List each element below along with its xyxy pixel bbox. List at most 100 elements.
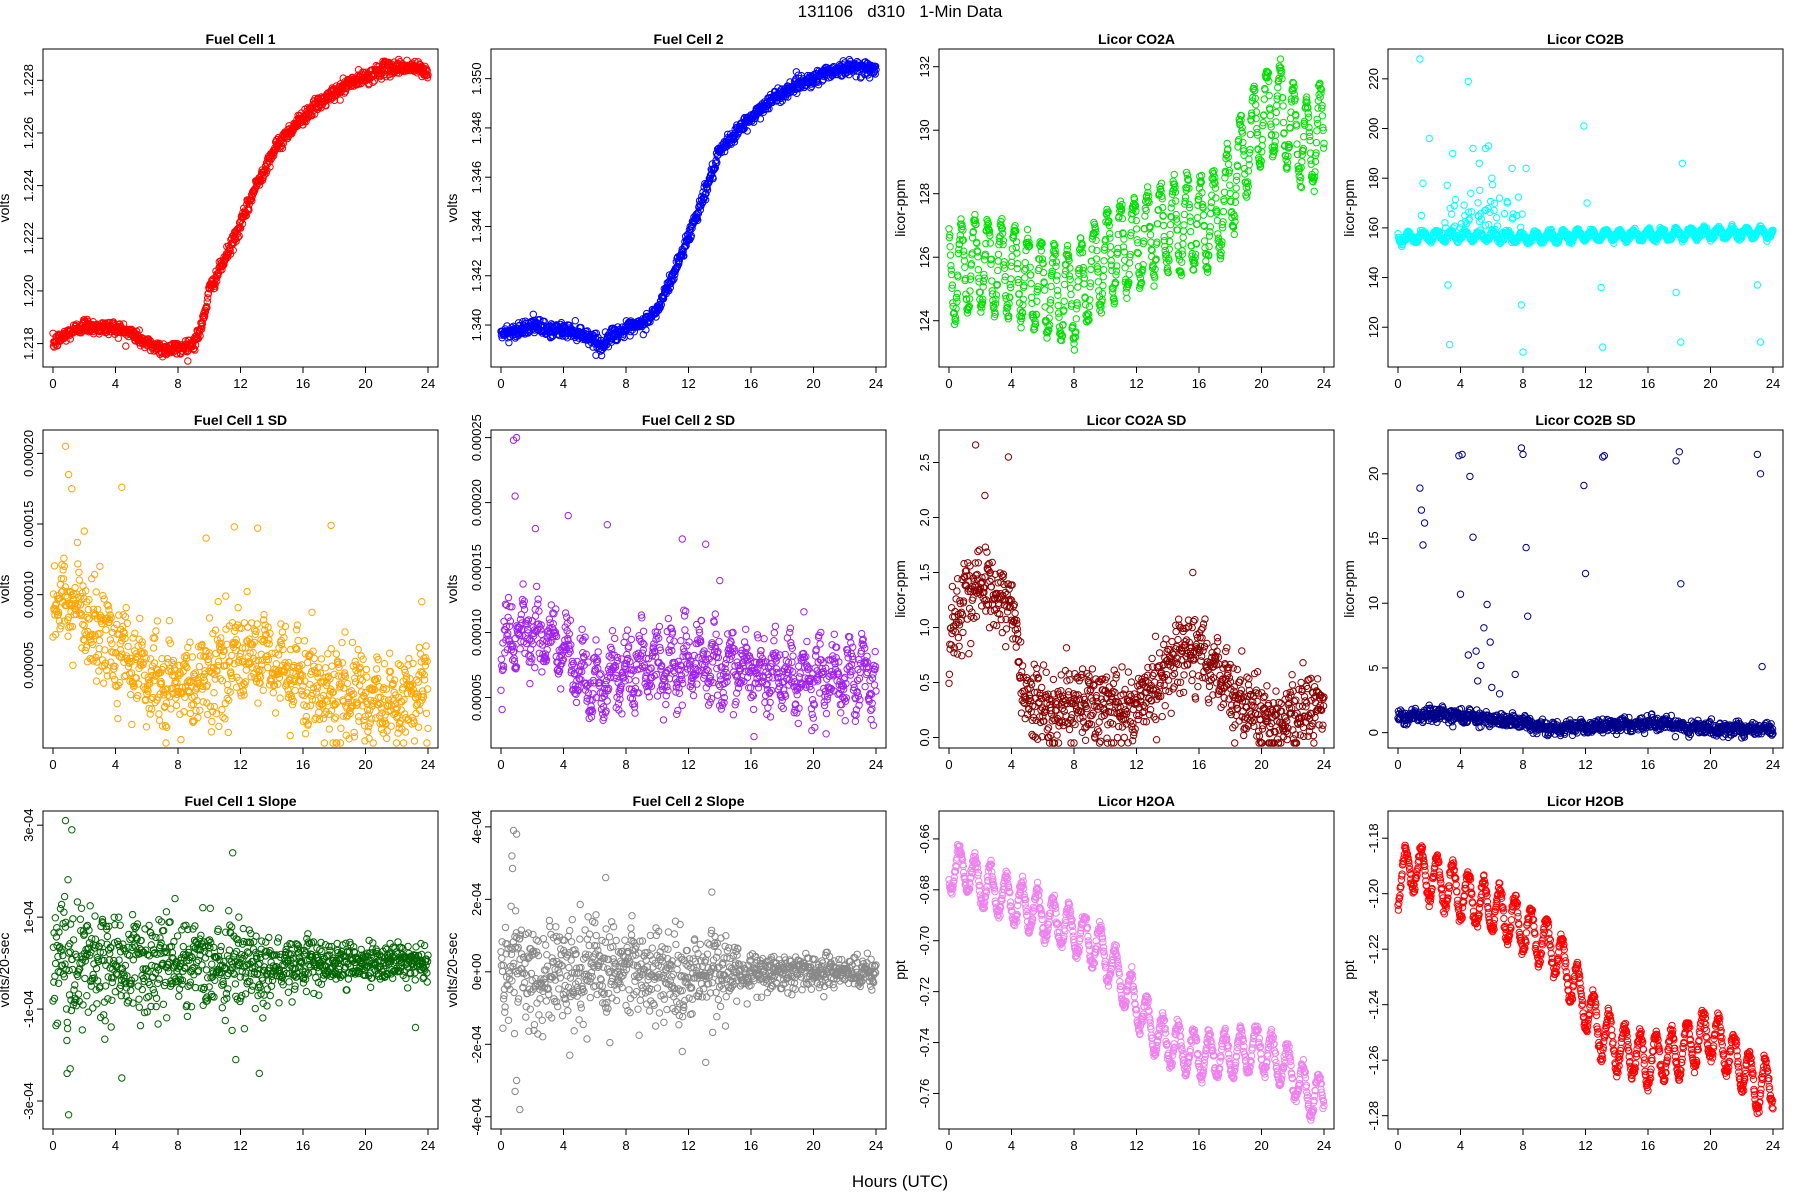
data-point [240, 619, 249, 627]
data-point [1074, 277, 1082, 285]
data-point [234, 604, 242, 612]
data-point [1232, 184, 1240, 192]
data-point [1041, 286, 1049, 294]
data-point [680, 252, 688, 260]
data-point [348, 638, 357, 647]
data-point [1320, 139, 1328, 148]
data-point [1008, 258, 1016, 266]
data-point [961, 263, 969, 271]
data-point [203, 298, 212, 306]
data-point [341, 628, 349, 636]
x-tick-label: 20 [806, 376, 820, 391]
panel-title: Fuel Cell 2 [653, 31, 723, 47]
data-point [994, 250, 1003, 259]
data-point [336, 96, 344, 104]
data-point [953, 298, 961, 306]
data-point [947, 270, 956, 279]
data-point [1047, 282, 1055, 291]
data-point [1488, 181, 1497, 189]
data-point [696, 206, 704, 214]
data-point [1279, 118, 1288, 127]
data-point [1225, 160, 1233, 168]
data-point [1133, 225, 1141, 233]
data-point [571, 317, 579, 325]
data-point [1493, 214, 1501, 222]
data-point [146, 655, 155, 663]
data-point [194, 713, 202, 722]
data-point [306, 680, 314, 689]
data-point [793, 89, 801, 98]
data-point [330, 670, 338, 678]
x-tick-label: 16 [744, 376, 758, 391]
data-point [1272, 108, 1281, 117]
data-point [1168, 199, 1176, 207]
data-point [1318, 112, 1327, 120]
data-point [743, 127, 751, 135]
x-tick-label: 12 [681, 376, 695, 391]
data-point [1160, 221, 1168, 230]
y-axis-label: volts [0, 194, 12, 223]
data-point [1006, 293, 1014, 302]
data-point [1469, 144, 1477, 153]
data-point [1517, 301, 1526, 309]
data-point [224, 728, 233, 737]
data-point [566, 321, 574, 330]
data-point [1054, 301, 1062, 310]
data-point [95, 636, 104, 645]
data-points [1394, 55, 1777, 356]
data-point [336, 739, 345, 747]
data-point [953, 289, 961, 298]
y-tick-label: 120 [1366, 316, 1381, 338]
data-point [184, 357, 192, 365]
data-point [332, 650, 341, 658]
y-tick-label: 1.228 [21, 64, 36, 97]
data-point [218, 705, 226, 714]
x-tick-label: 4 [1008, 376, 1015, 391]
data-point [71, 583, 79, 592]
data-point [1246, 130, 1255, 139]
data-point [152, 627, 160, 635]
data-point [73, 538, 82, 547]
x-tick-label: 16 [1641, 376, 1655, 391]
y-tick-label: 1.218 [21, 327, 36, 360]
data-point [1293, 140, 1301, 148]
data-point [945, 225, 953, 233]
data-point [92, 588, 100, 596]
panel-title: Fuel Cell 1 SD [194, 412, 287, 428]
data-point [1172, 197, 1180, 205]
data-point [1514, 193, 1523, 201]
data-point [1476, 186, 1484, 195]
data-point [1132, 216, 1141, 225]
data-point [1500, 209, 1509, 218]
data-point [203, 303, 211, 312]
x-tick-label: 0 [1394, 376, 1401, 391]
data-point [626, 332, 634, 340]
data-point [1272, 118, 1280, 126]
data-point [1060, 297, 1068, 305]
x-tick-label: 8 [1519, 376, 1526, 391]
data-point [1063, 241, 1072, 250]
y-tick-label: 140 [1366, 267, 1381, 289]
data-point [108, 640, 116, 648]
data-point [142, 723, 151, 731]
data-point [1046, 306, 1054, 314]
x-tick-label: 12 [233, 376, 247, 391]
data-point [1024, 234, 1032, 243]
data-point [269, 689, 277, 697]
data-point [597, 351, 606, 360]
data-point [322, 102, 330, 110]
data-point [1266, 112, 1275, 120]
data-point [1258, 135, 1267, 144]
data-point [1027, 279, 1035, 288]
data-point [946, 243, 954, 251]
data-point [1023, 225, 1032, 234]
data-point [75, 576, 84, 584]
data-point [122, 604, 130, 612]
y-tick-label: 1.220 [21, 275, 36, 308]
x-tick-label: 4 [112, 376, 119, 391]
data-point [1451, 195, 1460, 204]
data-point [818, 77, 826, 85]
data-point [1508, 164, 1516, 173]
x-tick-label: 20 [358, 376, 372, 391]
data-point [1100, 266, 1108, 274]
